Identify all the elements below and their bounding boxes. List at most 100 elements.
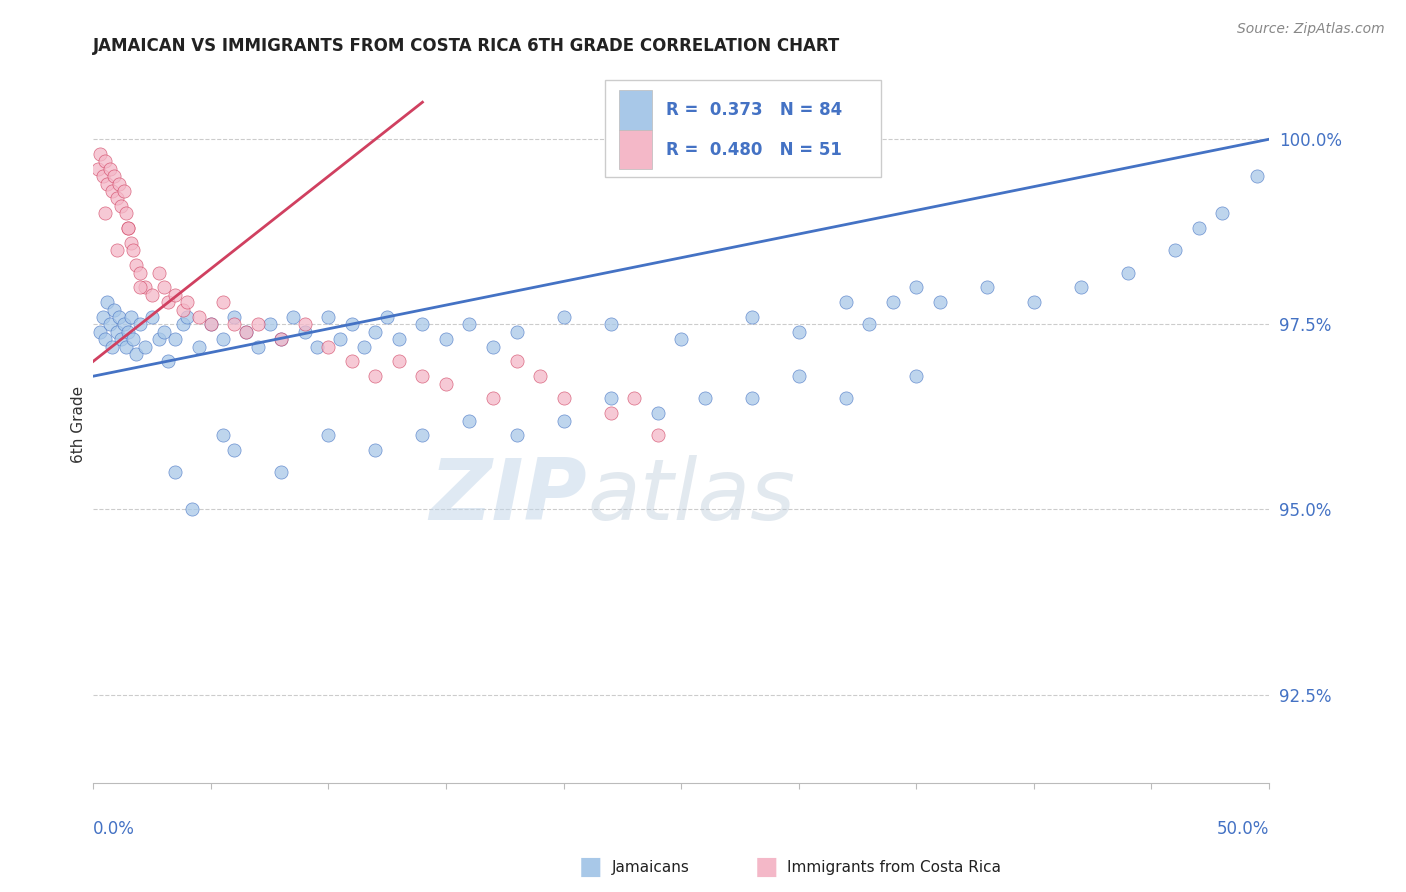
Point (103, 169, 125, 184)
Point (224, 310, 246, 324)
Point (340, 318, 363, 332)
Point (112, 318, 135, 332)
Text: Jamaicans: Jamaicans (612, 860, 689, 874)
Point (741, 392, 763, 406)
Point (141, 287, 163, 301)
Y-axis label: 6th Grade: 6th Grade (72, 385, 86, 463)
Text: ■: ■ (755, 855, 778, 879)
Point (741, 310, 763, 324)
Point (482, 392, 505, 406)
Point (129, 280, 152, 294)
Point (181, 502, 204, 516)
Point (1164, 244, 1187, 258)
Point (188, 340, 211, 354)
Point (124, 258, 146, 272)
Point (340, 354, 363, 368)
FancyBboxPatch shape (619, 130, 652, 169)
Point (124, 347, 146, 361)
Point (318, 428, 340, 442)
Point (157, 295, 180, 310)
Point (134, 340, 156, 354)
Point (110, 199, 132, 213)
Text: JAMAICAN VS IMMIGRANTS FROM COSTA RICA 6TH GRADE CORRELATION CHART: JAMAICAN VS IMMIGRANTS FROM COSTA RICA 6… (93, 37, 841, 55)
Text: R =  0.373   N = 84: R = 0.373 N = 84 (666, 101, 842, 119)
Text: ■: ■ (579, 855, 602, 879)
Point (101, 340, 124, 354)
Text: R =  0.480   N = 51: R = 0.480 N = 51 (666, 141, 842, 159)
Point (388, 332, 411, 346)
Point (599, 318, 621, 332)
Point (329, 332, 352, 346)
Point (647, 428, 669, 442)
Point (529, 369, 551, 384)
Point (318, 310, 340, 324)
Point (94, 206, 117, 220)
Point (94, 332, 117, 346)
Point (259, 318, 281, 332)
Point (1116, 266, 1139, 280)
Point (458, 318, 481, 332)
Point (375, 310, 398, 324)
Point (305, 340, 328, 354)
Point (122, 332, 145, 346)
Point (599, 406, 621, 420)
Point (89, 325, 111, 339)
Point (224, 443, 246, 458)
Point (176, 295, 198, 310)
Point (87, 161, 110, 176)
Point (411, 369, 433, 384)
Point (235, 325, 257, 339)
Point (246, 340, 269, 354)
Point (364, 369, 387, 384)
Point (1022, 295, 1045, 310)
Point (108, 177, 131, 191)
Point (1070, 280, 1092, 294)
Point (115, 206, 138, 220)
Point (157, 354, 180, 368)
Point (98, 161, 121, 176)
Point (117, 325, 139, 339)
Point (165, 332, 187, 346)
Point (458, 414, 481, 428)
Point (364, 325, 387, 339)
Point (122, 244, 145, 258)
Point (141, 310, 163, 324)
Point (482, 340, 505, 354)
Point (928, 295, 950, 310)
Point (200, 318, 222, 332)
Point (318, 340, 340, 354)
Point (294, 325, 316, 339)
Point (976, 280, 998, 294)
Point (1211, 206, 1233, 220)
Point (103, 302, 125, 317)
Point (787, 369, 810, 384)
Text: atlas: atlas (588, 455, 794, 538)
Point (787, 325, 810, 339)
Point (505, 325, 527, 339)
Point (96, 177, 118, 191)
Point (235, 325, 257, 339)
Point (91, 169, 114, 184)
Point (117, 221, 139, 235)
Point (905, 280, 928, 294)
Text: ZIP: ZIP (429, 455, 588, 538)
Text: Source: ZipAtlas.com: Source: ZipAtlas.com (1237, 22, 1385, 37)
Point (165, 287, 187, 301)
Point (105, 192, 128, 206)
Point (134, 280, 156, 294)
Point (176, 310, 198, 324)
Point (388, 354, 411, 368)
Point (505, 354, 527, 368)
Point (108, 310, 131, 324)
Point (211, 332, 233, 346)
Point (172, 302, 194, 317)
Point (200, 318, 222, 332)
Point (224, 318, 246, 332)
Point (364, 443, 387, 458)
Point (270, 332, 292, 346)
Point (120, 310, 142, 324)
Point (246, 318, 269, 332)
Text: Immigrants from Costa Rica: Immigrants from Costa Rica (787, 860, 1001, 874)
Point (553, 310, 575, 324)
Point (505, 428, 527, 442)
